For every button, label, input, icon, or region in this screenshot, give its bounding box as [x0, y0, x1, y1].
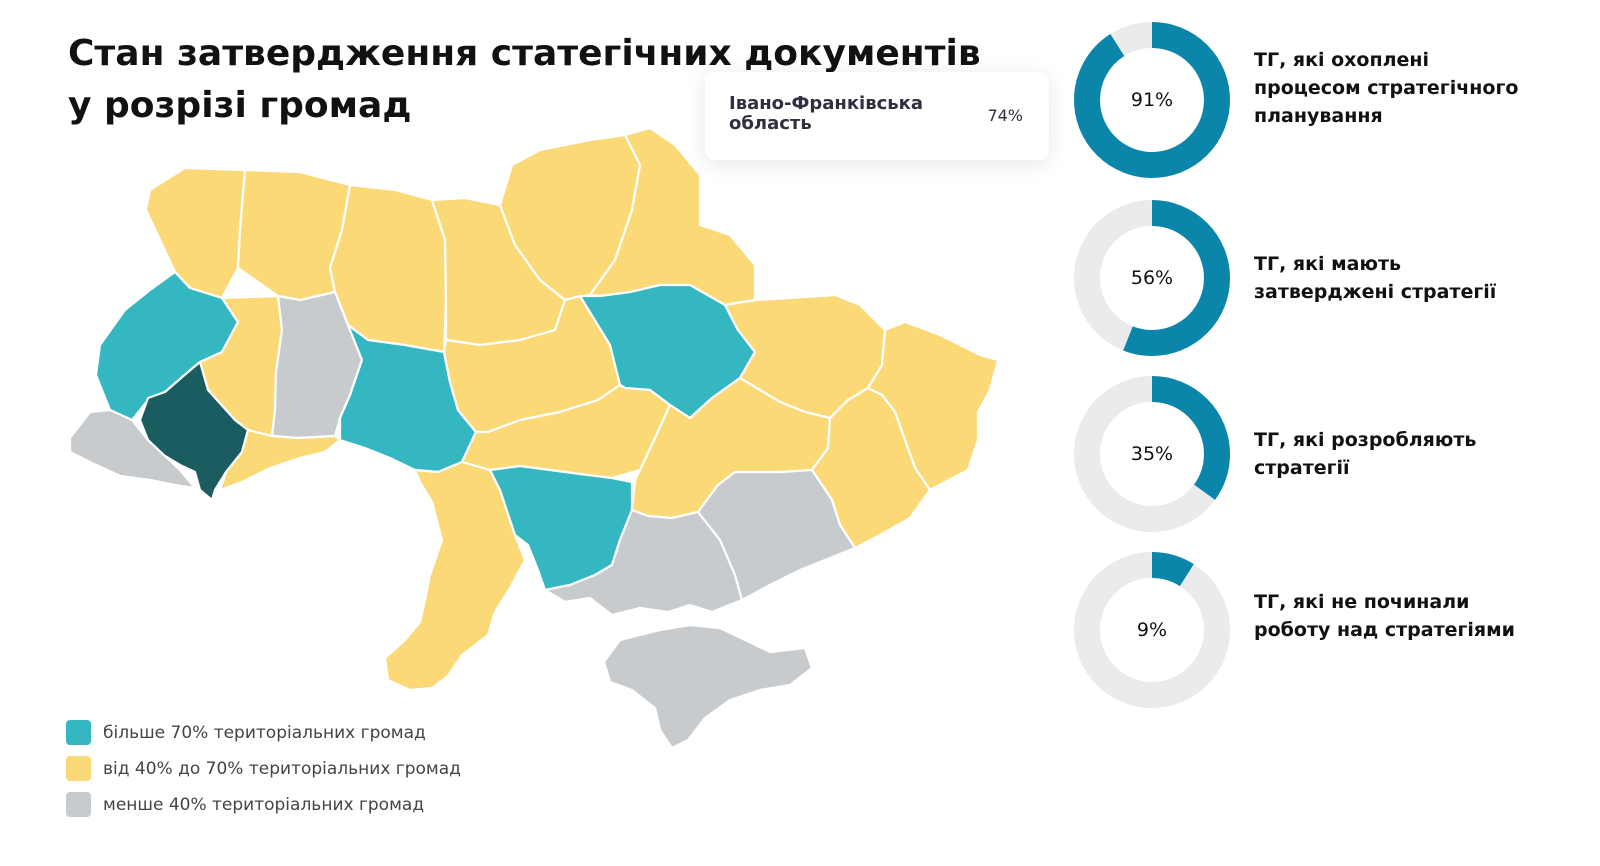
tooltip-region-name: Івано-Франківська область	[729, 93, 924, 134]
donut-fill	[1074, 376, 1230, 532]
donut-chart-not-started	[1074, 552, 1230, 708]
legend-item-low: менше 40% територіальних громад	[66, 792, 461, 817]
page-title-line-2: у розрізі громад	[68, 85, 412, 126]
legend-label-low: менше 40% територіальних громад	[103, 794, 425, 815]
region-crimea[interactable]	[602, 623, 814, 750]
stat-description: ТГ, які мають затверджені стратегії	[1254, 253, 1497, 303]
donut-percent-label: 9%	[1136, 619, 1168, 641]
page-title-line-1: Стан затвердження статегічних документів	[68, 33, 981, 74]
donut-fill	[1074, 22, 1230, 178]
region-zaporizhzhia[interactable]	[696, 468, 857, 602]
donut-fill	[1074, 200, 1230, 356]
legend-label-high: більше 70% територіальних громад	[103, 722, 426, 743]
region-chernivtsi[interactable]	[218, 428, 342, 492]
donut-fill	[1074, 552, 1230, 708]
legend-swatch-mid	[66, 756, 91, 781]
stat-description: ТГ, які розробляють стратегії	[1254, 429, 1477, 479]
donut-percent-label: 91%	[1130, 89, 1174, 111]
stat-approved-strategies: 56% ТГ, які мають затверджені стратегії	[1074, 200, 1594, 360]
donut-percent-label: 56%	[1130, 267, 1174, 289]
legend-item-mid: від 40% до 70% територіальних громад	[66, 756, 461, 781]
donut-percent-label: 35%	[1130, 443, 1174, 465]
stat-not-started: 9% ТГ, які не починали роботу над страте…	[1074, 552, 1594, 712]
donut-chart-approved	[1074, 200, 1230, 356]
donut-chart-developing	[1074, 376, 1230, 532]
stat-developing-strategies: 35% ТГ, які розробляють стратегії	[1074, 376, 1594, 536]
region-volyn[interactable]	[144, 166, 247, 300]
ukraine-map	[68, 126, 1000, 750]
region-zakarpattia[interactable]	[68, 408, 197, 490]
stat-covered-planning: 91% ТГ, які охоплені процесом стратегічн…	[1074, 22, 1594, 182]
page-title: Стан затвердження статегічних документів…	[68, 28, 1028, 132]
stat-description: ТГ, які не починали роботу над стратегія…	[1254, 591, 1515, 641]
legend-label-mid: від 40% до 70% територіальних громад	[103, 758, 461, 779]
legend-swatch-low	[66, 792, 91, 817]
stat-description: ТГ, які охоплені процесом стратегічного …	[1254, 49, 1519, 127]
region-ivano-frankivsk[interactable]	[138, 360, 250, 502]
region-tooltip: Івано-Франківська область 74%	[705, 72, 1049, 160]
region-khmelnytskyi[interactable]	[270, 290, 364, 440]
donut-chart-covered	[1074, 22, 1230, 178]
tooltip-region-percent: 74%	[987, 106, 1023, 125]
legend-item-high: більше 70% територіальних громад	[66, 720, 461, 745]
map-legend: більше 70% територіальних громад від 40%…	[66, 720, 461, 828]
legend-swatch-high	[66, 720, 91, 745]
